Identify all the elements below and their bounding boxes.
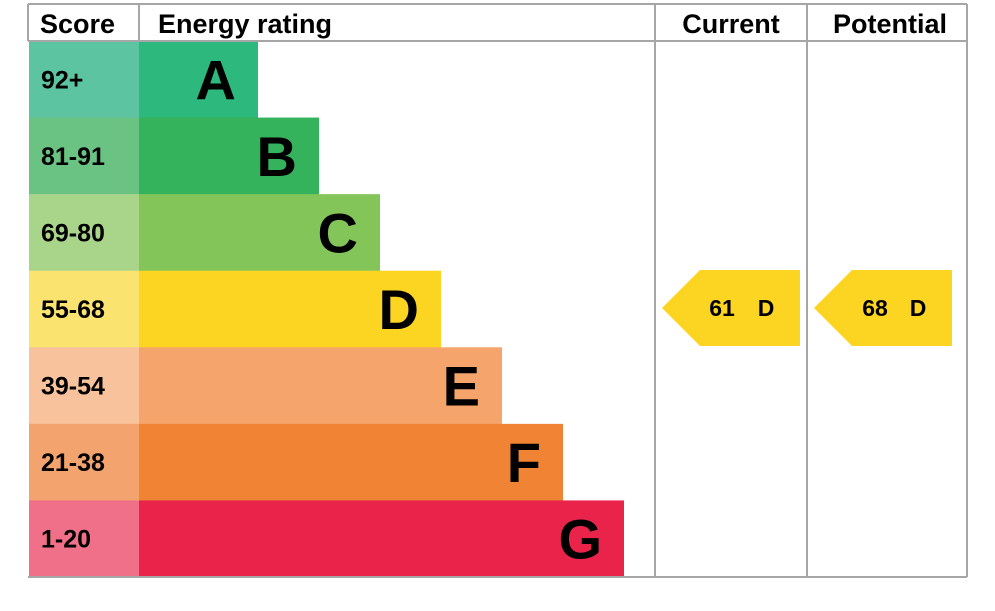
score-label-g: 1-20 xyxy=(41,526,91,554)
score-cell-g xyxy=(29,500,139,578)
potential-rating-letter: D xyxy=(910,295,927,321)
rating-letter-e: E xyxy=(443,355,480,418)
rating-letter-b: B xyxy=(257,125,297,188)
potential-rating-value: 68 xyxy=(862,295,888,321)
potential-rating-arrow xyxy=(814,270,952,346)
score-label-a: 92+ xyxy=(41,66,83,94)
rating-letter-c: C xyxy=(318,201,358,264)
rating-letter-a: A xyxy=(196,48,236,111)
score-label-d: 55-68 xyxy=(41,296,105,324)
score-cell-d xyxy=(29,270,139,348)
header-score: Score xyxy=(40,9,115,39)
score-label-f: 21-38 xyxy=(41,449,105,477)
header-current: Current xyxy=(682,9,780,39)
rating-bar-d xyxy=(139,270,441,348)
rating-bar-e xyxy=(139,347,502,425)
score-cell-f xyxy=(29,423,139,501)
score-label-e: 39-54 xyxy=(41,373,105,401)
rating-bar-b xyxy=(139,117,319,195)
score-label-b: 81-91 xyxy=(41,143,105,171)
score-label-c: 69-80 xyxy=(41,219,105,247)
header-energy-rating: Energy rating xyxy=(158,9,332,39)
rating-bar-c xyxy=(139,194,380,272)
current-rating-marker: 61 D xyxy=(662,270,800,346)
score-cell-c xyxy=(29,194,139,272)
current-rating-letter: D xyxy=(758,295,775,321)
rating-bar-g xyxy=(139,500,624,578)
score-cell-e xyxy=(29,347,139,425)
current-rating-value: 61 xyxy=(709,295,735,321)
score-cell-b xyxy=(29,117,139,195)
header-potential: Potential xyxy=(833,9,947,39)
rating-bar-a xyxy=(139,41,258,119)
table-frame xyxy=(27,3,968,578)
rating-letter-g: G xyxy=(558,508,602,571)
rating-bar-f xyxy=(139,423,563,501)
score-cell-a xyxy=(29,41,139,119)
rating-letter-d: D xyxy=(379,278,419,341)
rating-letter-f: F xyxy=(507,431,541,494)
bands-layer: 92+ A 81-91 B 69-80 C 55-68 D 39-54 E 21-38 F 1-20 G xyxy=(29,41,624,578)
current-rating-arrow xyxy=(662,270,800,346)
potential-rating-marker: 68 D xyxy=(814,270,952,346)
